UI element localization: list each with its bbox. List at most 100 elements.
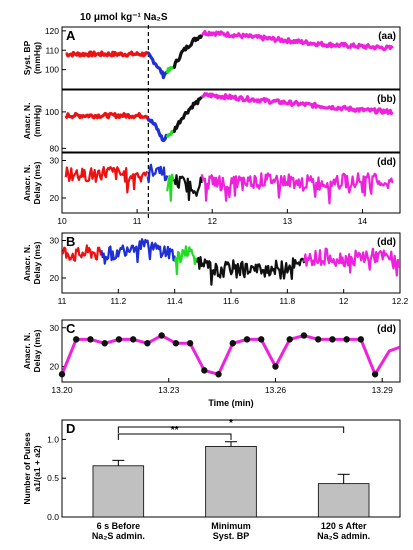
y-tick-label: 20	[50, 362, 60, 372]
data-point	[87, 336, 94, 343]
y-tick-label: 20	[50, 273, 60, 283]
panel-letter: D	[66, 421, 75, 436]
series-line-blue	[100, 238, 176, 265]
data-point	[343, 336, 350, 343]
series-line-red	[64, 166, 149, 194]
x-tick-label: 13.23	[158, 385, 180, 395]
series-line-magenta	[303, 247, 400, 277]
data-point	[329, 336, 336, 343]
y-axis-label: Anacr. N.(mmHg)	[22, 103, 42, 140]
y-tick-label: 110	[45, 45, 59, 55]
x-axis-label: Time (min)	[208, 398, 253, 408]
x-tick-label: 12.2	[392, 296, 409, 306]
series-line-red	[64, 111, 149, 120]
y-tick-label: 80	[50, 143, 60, 153]
y-tick-label: 30	[50, 156, 60, 166]
series-line-blue	[146, 51, 169, 80]
y-axis-label: Syst. BP(mmHg)	[22, 40, 42, 75]
y-tick-label: 30	[50, 236, 60, 246]
panel-tag: (dd)	[377, 324, 396, 335]
significance-bracket	[117, 426, 345, 433]
x-tick-label: 13.29	[372, 385, 394, 395]
data-point	[272, 363, 279, 370]
x-tick-label: 11.6	[223, 296, 239, 306]
data-point	[243, 336, 251, 343]
y-axis-label: Anacr. N.Delay (ms)	[22, 329, 42, 372]
panel-tag: (bb)	[377, 94, 396, 105]
y-axis-label: Anacr. N.Delay (ms)	[22, 161, 42, 204]
data-point	[158, 332, 165, 339]
bar	[205, 445, 257, 518]
series-line-magenta	[200, 30, 394, 52]
panel-d-5: Number of Pulsesa1/(a1 + a2) 0.0 0.5 1.0 D 6 …	[22, 418, 401, 541]
data-point	[371, 371, 379, 378]
y-tick-label: 0.0	[47, 512, 59, 522]
panel-dd-2: Anacr. N.Delay (ms) 20 30 (dd) 10 11 12 13 14	[22, 152, 401, 226]
panel-b-3: Anacr. N.Delay (ms) 20 30 B (dd) 11 11.2 11.4 11…	[22, 232, 409, 306]
x-tick-label: 11.4	[167, 296, 183, 306]
series-line-blue	[146, 163, 169, 184]
y-tick-label: 20	[50, 193, 60, 203]
data-point	[73, 336, 80, 343]
series-line-green	[173, 245, 198, 276]
series-line-black	[172, 96, 203, 133]
series-line-magenta	[201, 92, 394, 115]
data-point	[201, 367, 208, 374]
data-point	[300, 332, 308, 339]
series-line-black	[172, 34, 204, 70]
y-tick-label: 30	[50, 323, 60, 333]
x-tick-label: 11	[133, 216, 142, 226]
series-line-green	[166, 173, 175, 202]
data-point	[286, 336, 293, 343]
data-point	[229, 340, 236, 347]
data-point	[58, 371, 66, 378]
x-tick-label: 13.20	[51, 385, 73, 395]
series-line-black	[172, 174, 203, 202]
plot-frame	[61, 152, 401, 214]
panel-bb-1: Anacr. N.(mmHg) 80 100 (bb)	[22, 89, 401, 153]
panel-letter: C	[66, 321, 76, 336]
series-line-red	[62, 244, 103, 262]
y-tick-label: 1.0	[47, 434, 59, 444]
y-axis-label: Anacr. N.Delay (ms)	[22, 241, 42, 284]
category-label: 120 s After Na₂S admin.	[317, 521, 370, 541]
data-point	[144, 340, 151, 347]
bar	[92, 465, 145, 518]
data-point	[101, 340, 108, 347]
panel-c-4: Anacr. N.Delay (ms) 20 30 C (dd) 13.20 13.23 13…	[22, 319, 401, 408]
panel-letter: A	[66, 28, 76, 43]
significance-label: *	[229, 418, 233, 429]
category-label: Minimum Syst. BP	[211, 521, 251, 541]
injection-label: 10 μmol kg⁻¹ Na₂S	[80, 12, 168, 23]
series-line-blue	[146, 117, 168, 143]
y-tick-label: 0.5	[47, 473, 59, 483]
data-point	[115, 336, 123, 343]
data-point	[258, 336, 265, 343]
series-line-green	[165, 129, 174, 139]
y-tick-label: 100	[45, 65, 59, 75]
panel-a-0: Syst. BP(mmHg) 100 110 120 A (aa)	[22, 26, 401, 90]
plot-frame	[61, 89, 401, 153]
significance-label: **	[171, 425, 179, 436]
x-tick-label: 11.8	[279, 296, 295, 306]
category-label: 6 s Before Na₂S admin.	[92, 521, 145, 541]
data-point	[314, 336, 322, 343]
panel-tag: (dd)	[377, 157, 396, 168]
series-line-magenta	[200, 172, 394, 205]
data-point	[172, 340, 180, 347]
x-tick-label: 13	[283, 216, 293, 226]
series-line-green	[165, 66, 174, 74]
x-tick-label: 14	[358, 216, 368, 226]
y-axis-label: Number of Pulsesa1/(a1 + a2)	[22, 432, 42, 505]
series-line-black	[196, 256, 306, 286]
y-tick-label: 100	[45, 107, 59, 117]
x-tick-label: 11.2	[110, 296, 126, 306]
x-tick-label: 11	[58, 296, 67, 306]
panel-tag: (aa)	[378, 31, 396, 42]
bar	[317, 483, 370, 518]
data-point	[186, 340, 194, 347]
panel-tag: (dd)	[377, 237, 396, 248]
plot-frame	[61, 26, 401, 90]
significance-bracket	[117, 433, 232, 440]
